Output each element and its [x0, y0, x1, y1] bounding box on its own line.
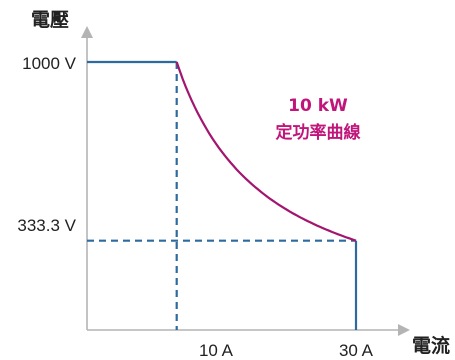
- x-axis-title: 電流: [412, 334, 450, 357]
- y-tick-label-1000v: 1000 V: [22, 54, 77, 73]
- curve-annotation-power: 10 kW: [288, 96, 348, 116]
- curve-annotation-label: 定功率曲線: [276, 122, 361, 143]
- y-axis-title: 電壓: [31, 9, 69, 31]
- x-tick-label-30a: 30 A: [339, 341, 374, 360]
- y-tick-label-333v: 333.3 V: [17, 216, 76, 235]
- x-axis-arrow-icon: [398, 324, 410, 336]
- constant-power-curve: [175, 61, 357, 242]
- y-axis-arrow-icon: [81, 26, 93, 38]
- chart-marks: [87, 60, 358, 330]
- x-tick-label-10a: 10 A: [199, 341, 234, 360]
